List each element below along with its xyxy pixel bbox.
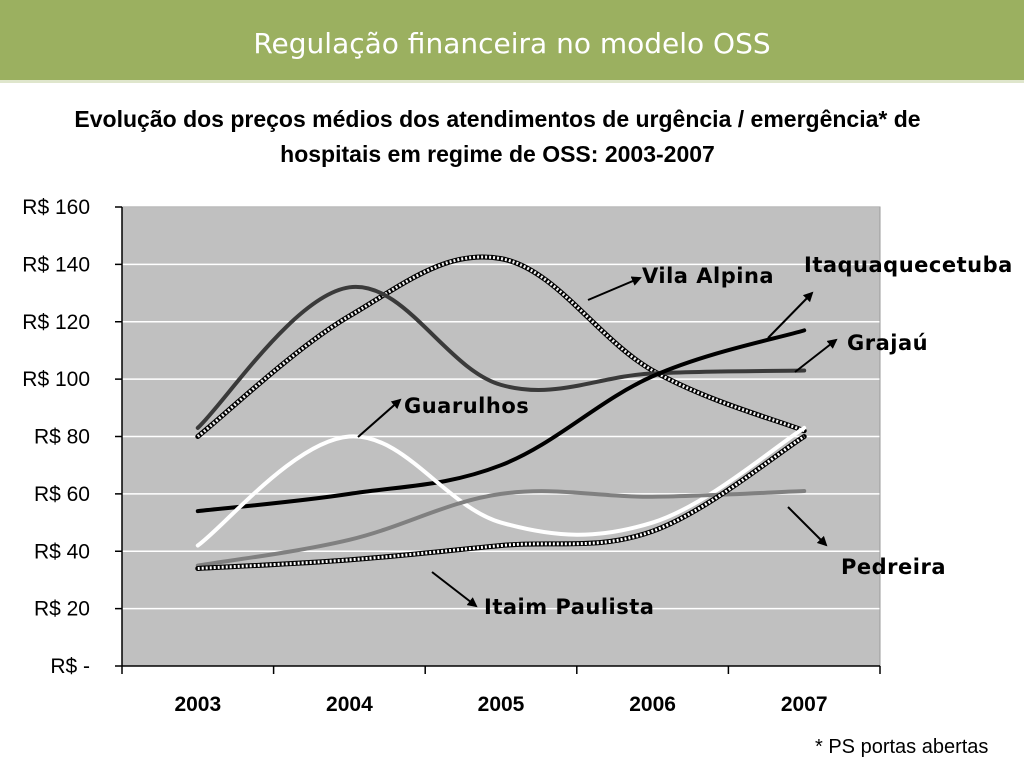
series-line-itaim-paulista	[197, 435, 805, 570]
series-label-pedreira: Pedreira	[841, 555, 946, 579]
series-line-vila-alpina	[196, 255, 805, 438]
y-tick-label: R$ 100	[22, 368, 90, 391]
series-label-itaquaquecetuba: Itaquaquecetuba	[804, 253, 1013, 277]
series-label-grajau: Grajaú	[847, 331, 928, 355]
callout-arrow-grajau	[794, 338, 838, 373]
slide-title: Regulação financeira no modelo OSS	[253, 26, 771, 60]
series-line-grajau	[195, 328, 807, 514]
series-label-vila-alpina: Vila Alpina	[642, 264, 774, 288]
callout-arrow-vila-alpina	[587, 276, 642, 301]
series-label-guarulhos: Guarulhos	[404, 394, 529, 418]
y-tick-label: R$ 140	[22, 253, 90, 276]
callout-arrow-pedreira	[787, 506, 828, 547]
series-line-itaquaquecetuba	[195, 285, 807, 430]
header-bar: Regulação financeira no modelo OSS	[0, 0, 1024, 83]
series-label-itaim-paulista: Itaim Paulista	[484, 595, 654, 619]
y-tick-label: R$ 80	[34, 426, 90, 449]
footnote: * PS portas abertas	[815, 736, 989, 758]
y-tick-label: R$ 20	[34, 598, 90, 621]
x-tick-label: 2005	[478, 693, 525, 716]
x-tick-label: 2003	[174, 693, 221, 716]
chart-title: Evolução dos preços médios dos atendimen…	[74, 106, 921, 167]
callout-arrow-guarulhos	[357, 398, 402, 438]
y-tick-label: R$ 160	[22, 196, 90, 219]
x-tick-label: 2007	[781, 693, 828, 716]
x-tick-label: 2004	[326, 693, 373, 716]
x-tick-label: 2006	[629, 693, 676, 716]
series-line-pedreira	[195, 489, 807, 568]
y-tick-label: R$ -	[50, 655, 90, 678]
callout-arrow-itaim-paulista	[431, 571, 478, 608]
callout-arrow-itaquaquecetuba	[767, 291, 814, 339]
y-tick-label: R$ 60	[34, 483, 90, 506]
y-tick-label: R$ 120	[22, 311, 90, 334]
y-tick-label: R$ 40	[34, 540, 90, 563]
series-line-guarulhos	[195, 425, 807, 548]
